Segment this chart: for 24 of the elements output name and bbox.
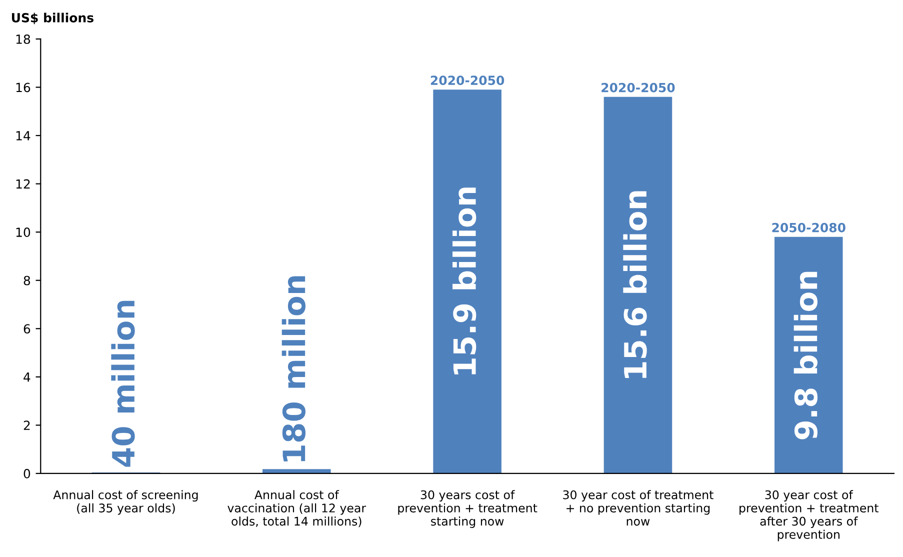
x-tick-label: Annual cost of screening (all 35 year olds)	[53, 490, 198, 515]
x-tick-label: 30 year cost of treatment + no prevention starting now	[563, 490, 714, 526]
y-tick-label: 8	[24, 276, 30, 286]
y-tick-label: 12	[16, 179, 30, 189]
annotation: 2020-2050	[602, 82, 675, 92]
y-axis-title: US$ billions	[12, 12, 94, 24]
x-tick-label: 30 year cost of prevention + treatment after 30 years of prevention	[740, 490, 879, 542]
y-tick-label: 4	[24, 372, 30, 382]
data-label: 15.9 billion	[452, 188, 476, 374]
x-tick-label: 30 years cost of prevention + treatment starting now	[398, 490, 538, 528]
annotation: 180 million	[282, 276, 306, 462]
x-tick-label: Annual cost of vaccination (all 12 year olds, total 14 millions)	[228, 490, 366, 528]
data-label: 15.6 billion	[623, 191, 647, 378]
y-tick-label: 18	[16, 34, 30, 44]
y-tick-label: 16	[16, 82, 30, 92]
y-tick-label: 10	[16, 228, 30, 238]
data-label: 9.8 billion	[794, 272, 818, 440]
y-tick-label: 6	[24, 324, 30, 334]
annotation: 40 million	[111, 300, 135, 467]
y-tick-label: 14	[16, 131, 30, 140]
annotation: 2050-2080	[772, 222, 846, 232]
annotation: 2020-2050	[430, 76, 504, 86]
y-tick-label: 0	[24, 468, 30, 478]
y-tick-label: 2	[24, 420, 30, 430]
